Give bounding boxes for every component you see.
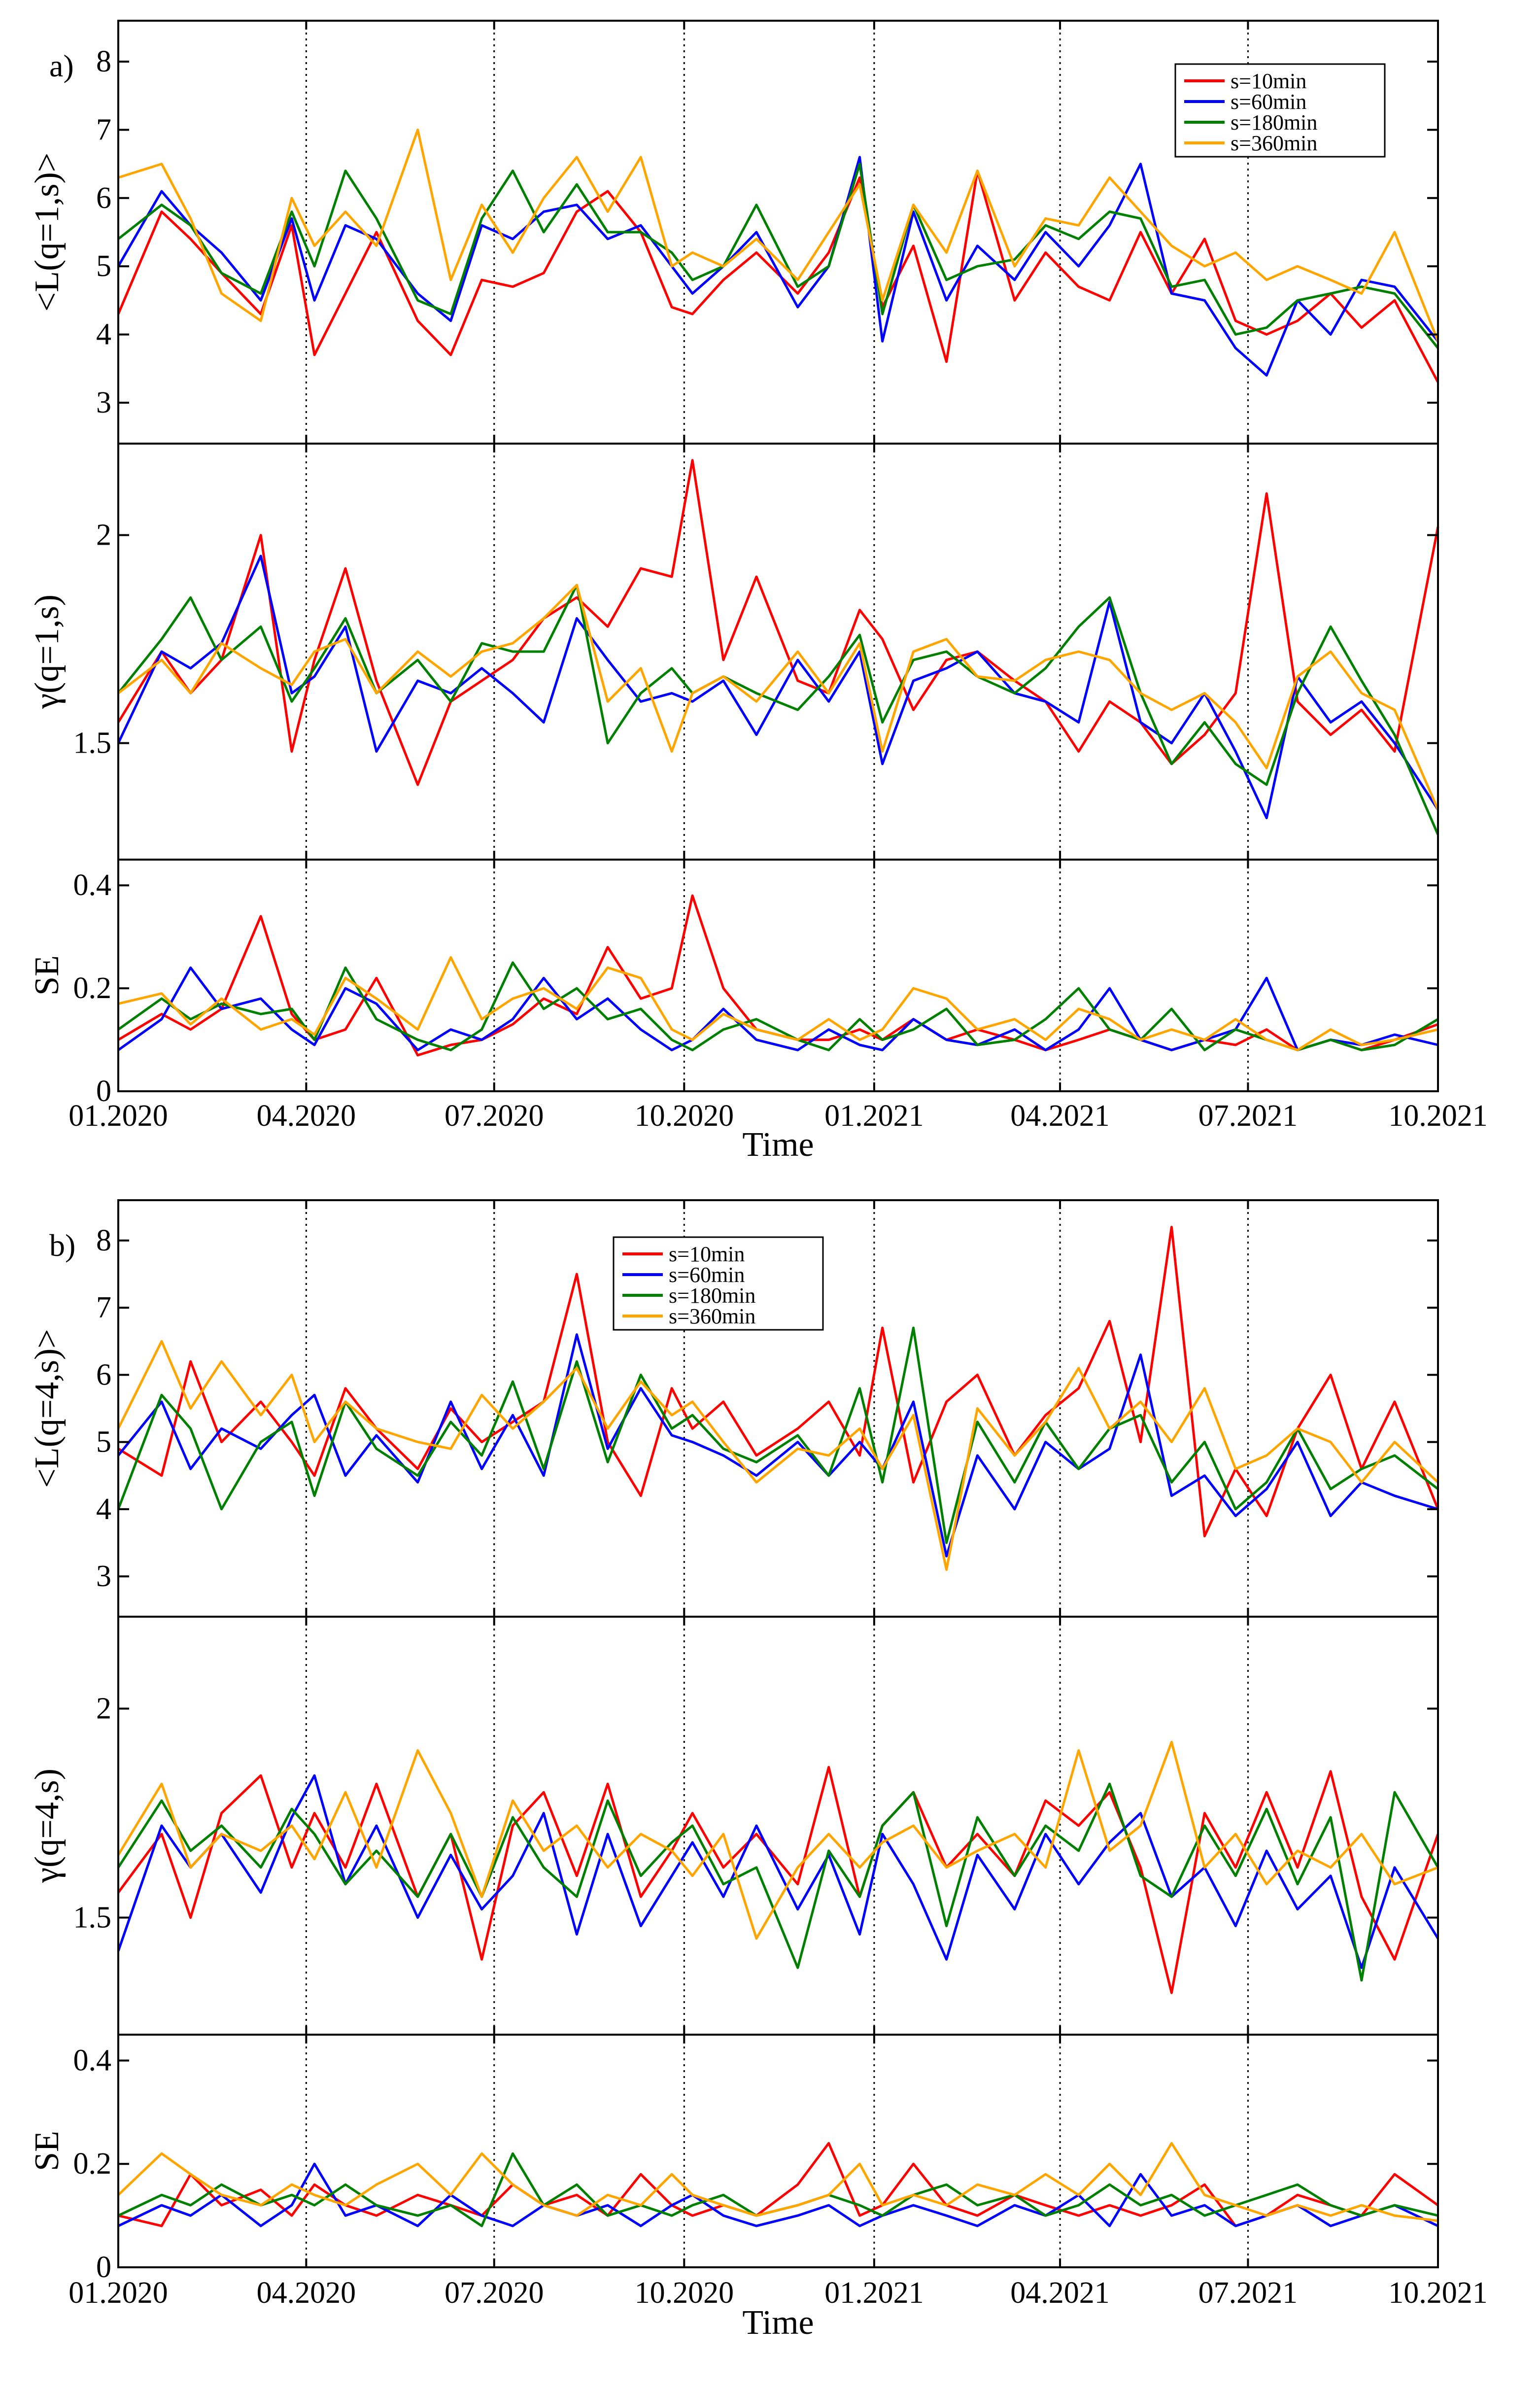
series-line-s=180min: [117, 1782, 1439, 1982]
x-tick-label: 04.2020: [257, 2276, 356, 2310]
y-tick-label: 2: [96, 1692, 111, 1726]
series-line-s=10min: [117, 1226, 1439, 1537]
series-line-s=10min: [117, 459, 1439, 786]
series-line-s=360min: [117, 584, 1439, 810]
legend-entry: s=60min: [669, 1263, 745, 1287]
x-tick-label: 10.2020: [635, 2276, 734, 2310]
y-tick-label: 5: [96, 249, 111, 283]
x-tick-label: 01.2021: [824, 1099, 924, 1133]
legend-entry: s=360min: [1231, 131, 1317, 155]
legend-entry: s=10min: [669, 1242, 745, 1266]
y-tick-label: 8: [96, 45, 111, 78]
panel-frame: [117, 2034, 1439, 2268]
x-tick-label: 04.2021: [1010, 1099, 1110, 1133]
x-tick-label: 04.2021: [1010, 2276, 1110, 2310]
panel-3: 0 0.2 0.4 SE: [28, 859, 1439, 1108]
series-line-s=360min: [118, 128, 1439, 342]
figure-label: b): [49, 1228, 75, 1263]
legend-entry: s=180min: [669, 1283, 755, 1308]
panel-2: 1.5 2 γ(q=4,s): [28, 1616, 1439, 2036]
x-tick-label: 07.2020: [445, 1099, 544, 1133]
panel-frame: [117, 1616, 1439, 2036]
y-tick-label: 4: [96, 1492, 111, 1526]
y-tick-label: 7: [96, 113, 111, 146]
y-tick-label: 8: [96, 1224, 111, 1257]
series-line-s=360min: [117, 1740, 1438, 1940]
y-tick-label: 0.4: [73, 868, 112, 902]
x-tick-label: 10.2021: [1388, 1099, 1488, 1133]
x-tick-label: 10.2020: [635, 1099, 734, 1133]
series-line-s=180min: [117, 961, 1439, 1051]
series-line-s=180min: [117, 584, 1439, 835]
legend-entry: s=60min: [1231, 90, 1306, 114]
series-line-s=180min: [117, 1326, 1439, 1544]
series-line-s=60min: [117, 156, 1439, 377]
panel-1: 3 4 5 6 7 8 <L(q=4,s)>: [28, 1199, 1439, 1618]
y-tick-label: 7: [96, 1291, 111, 1324]
series-line-s=60min: [117, 966, 1438, 1051]
y-tick-label: 4: [96, 318, 111, 351]
y-axis-label: SE: [28, 2131, 66, 2171]
figure-b: 3 4 5 6 7 8 <L(q=4,s)> 1.5 2 γ(q=4,s) 0 0.2 0.4 SE 01.…: [28, 1199, 1488, 2342]
figure-a: 3 4 5 6 7 8 <L(q=1,s)> 1.5 2 γ(q=1,s) 0 0.2 0.4 SE 01.…: [28, 20, 1488, 1164]
x-tick-label: 01.2020: [68, 2276, 168, 2310]
y-tick-label: 5: [96, 1425, 111, 1459]
y-tick-label: 2: [96, 519, 111, 552]
y-tick-label: 6: [96, 181, 111, 215]
series-line-s=10min: [117, 170, 1439, 383]
panel-2: 1.5 2 γ(q=1,s): [28, 443, 1439, 861]
y-tick-label: 1.5: [73, 1901, 112, 1935]
x-tick-label: 04.2020: [257, 1099, 356, 1133]
series-line-s=180min: [117, 2152, 1438, 2227]
y-tick-label: 0.4: [73, 2044, 112, 2077]
y-tick-label: 3: [96, 386, 111, 419]
legend-entry: s=180min: [1231, 110, 1317, 135]
y-tick-label: 0.2: [73, 971, 112, 1005]
y-axis-label: γ(q=1,s): [28, 594, 66, 709]
series-line-s=360min: [118, 956, 1438, 1051]
panel-3: 0 0.2 0.4 SE: [28, 2034, 1439, 2284]
y-tick-label: 0.2: [73, 2147, 112, 2181]
series-line-s=60min: [117, 2162, 1439, 2227]
series-line-s=360min: [117, 1340, 1439, 1571]
figure-label: a): [49, 48, 74, 83]
y-tick-label: 3: [96, 1560, 111, 1593]
x-axis-label: Time: [742, 1126, 814, 1164]
y-axis-label: γ(q=4,s): [28, 1768, 66, 1883]
y-axis-label: <L(q=4,s)>: [28, 1329, 66, 1488]
series-line-s=60min: [117, 1774, 1439, 1969]
x-tick-label: 07.2021: [1198, 1099, 1298, 1133]
x-tick-label: 07.2021: [1198, 2276, 1298, 2310]
y-axis-label: SE: [28, 955, 66, 996]
x-tick-label: 01.2020: [68, 1099, 168, 1133]
x-axis-label: Time: [742, 2304, 814, 2342]
x-tick-label: 01.2021: [824, 2276, 924, 2310]
y-tick-label: 1.5: [73, 727, 112, 760]
series-line-s=60min: [117, 1333, 1438, 1558]
panel-frame: [117, 859, 1439, 1092]
legend-entry: s=10min: [1231, 69, 1306, 93]
x-tick-label: 10.2021: [1388, 2276, 1488, 2310]
series-line-s=10min: [118, 2142, 1439, 2227]
series-line-s=10min: [117, 1766, 1439, 1994]
x-tick-label: 07.2020: [445, 2276, 544, 2310]
legend-entry: s=360min: [669, 1304, 755, 1328]
y-tick-label: 0: [96, 2251, 111, 2284]
series-line-s=360min: [117, 2142, 1438, 2222]
y-tick-label: 0: [96, 1075, 111, 1108]
series-line-s=60min: [117, 555, 1439, 820]
y-tick-label: 6: [96, 1358, 111, 1391]
y-axis-label: <L(q=1,s)>: [28, 153, 66, 312]
series-line-s=180min: [117, 163, 1439, 349]
